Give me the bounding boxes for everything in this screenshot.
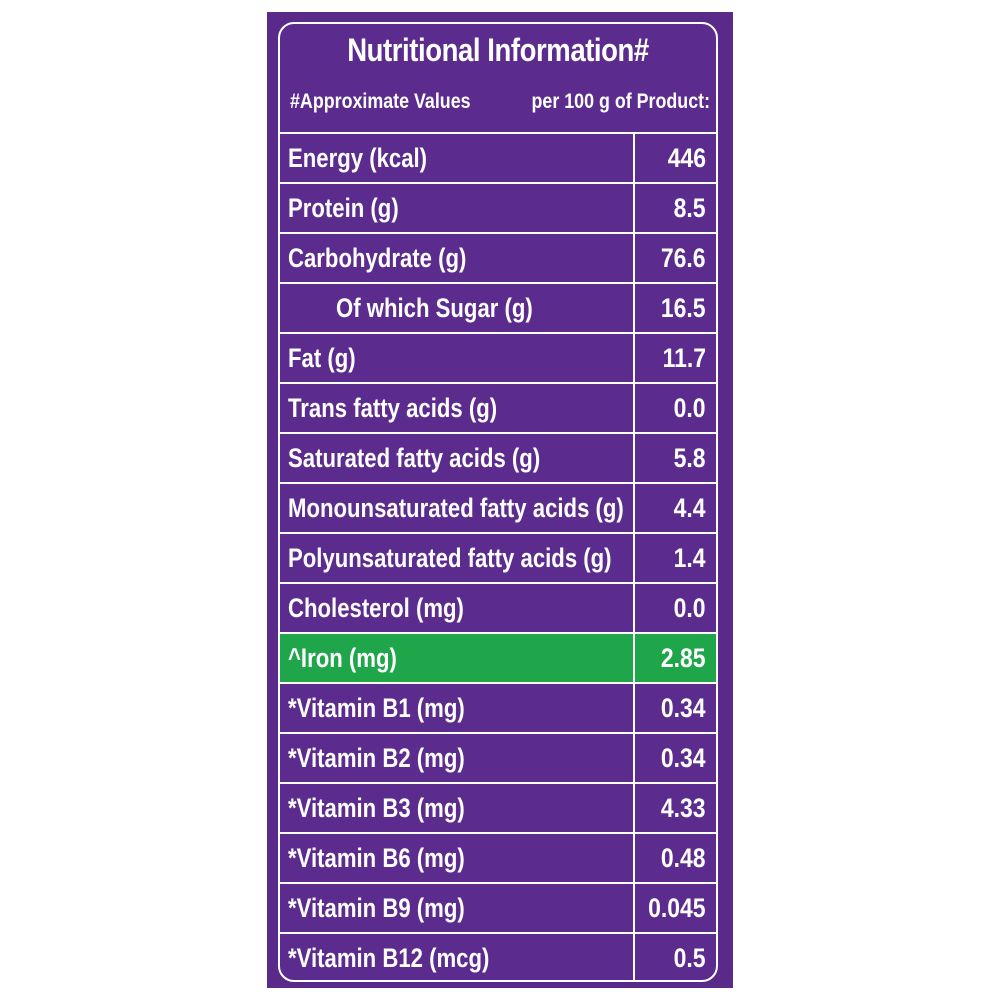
- per-100g-note: per 100 g of Product:: [531, 90, 710, 113]
- nutrient-label: ^Iron (mg): [280, 634, 635, 682]
- table-row-vitamin-b12: *Vitamin B12 (mcg) 0.5: [280, 932, 716, 980]
- table-row-energy: Energy (kcal) 446: [280, 132, 716, 182]
- nutrient-value: 0.48: [661, 842, 706, 873]
- nutrient-value: 0.5: [674, 942, 706, 973]
- nutrition-table: Energy (kcal) 446 Protein (g) 8.5 Carboh…: [280, 132, 716, 980]
- table-row-saturated-fat: Saturated fatty acids (g) 5.8: [280, 432, 716, 482]
- table-row-vitamin-b9: *Vitamin B9 (mg) 0.045: [280, 882, 716, 932]
- nutrient-value: 2.85: [661, 642, 706, 673]
- nutrient-label: Saturated fatty acids (g): [280, 434, 635, 482]
- nutrient-label: Carbohydrate (g): [280, 234, 635, 282]
- nutrient-value: 0.34: [661, 692, 706, 723]
- subheader-row: #Approximate Values per 100 g of Product…: [280, 90, 716, 124]
- nutrient-value: 0.34: [661, 742, 706, 773]
- nutrient-value: 446: [667, 142, 706, 173]
- nutrient-value: 16.5: [661, 292, 706, 323]
- nutrient-label: Trans fatty acids (g): [280, 384, 635, 432]
- nutrient-label: Fat (g): [280, 334, 635, 382]
- table-row-cholesterol: Cholesterol (mg) 0.0: [280, 582, 716, 632]
- nutrient-value: 8.5: [674, 192, 706, 223]
- nutrient-value: 5.8: [674, 442, 706, 473]
- table-row-trans-fat: Trans fatty acids (g) 0.0: [280, 382, 716, 432]
- nutrient-label: Of which Sugar (g): [280, 284, 635, 332]
- nutrient-label: *Vitamin B3 (mg): [280, 784, 635, 832]
- table-row-monounsaturated-fat: Monounsaturated fatty acids (g) 4.4: [280, 482, 716, 532]
- table-row-vitamin-b3: *Vitamin B3 (mg) 4.33: [280, 782, 716, 832]
- table-row-vitamin-b6: *Vitamin B6 (mg) 0.48: [280, 832, 716, 882]
- nutrient-label: Protein (g): [280, 184, 635, 232]
- table-row-vitamin-b1: *Vitamin B1 (mg) 0.34: [280, 682, 716, 732]
- table-row-carbohydrate: Carbohydrate (g) 76.6: [280, 232, 716, 282]
- nutrient-value: 0.0: [674, 592, 706, 623]
- table-row-sugar: Of which Sugar (g) 16.5: [280, 282, 716, 332]
- nutrient-value: 76.6: [661, 242, 706, 273]
- nutrient-label: Polyunsaturated fatty acids (g): [280, 534, 635, 582]
- nutrition-panel: Nutritional Information# #Approximate Va…: [278, 22, 718, 982]
- approximate-values-note: #Approximate Values: [290, 90, 471, 113]
- table-row-iron-highlight: ^Iron (mg) 2.85: [280, 632, 716, 682]
- nutrient-value: 1.4: [674, 542, 706, 573]
- nutrient-value: 4.4: [674, 492, 706, 523]
- nutrient-label: Cholesterol (mg): [280, 584, 635, 632]
- nutrient-label: Monounsaturated fatty acids (g): [280, 484, 635, 532]
- nutrient-label: *Vitamin B12 (mcg): [280, 934, 635, 980]
- table-row-protein: Protein (g) 8.5: [280, 182, 716, 232]
- nutrient-label: *Vitamin B2 (mg): [280, 734, 635, 782]
- panel-title: Nutritional Information#: [347, 32, 649, 68]
- table-row-polyunsaturated-fat: Polyunsaturated fatty acids (g) 1.4: [280, 532, 716, 582]
- nutrient-label: *Vitamin B9 (mg): [280, 884, 635, 932]
- nutrient-value: 11.7: [662, 342, 706, 373]
- nutrient-label: *Vitamin B6 (mg): [280, 834, 635, 882]
- table-row-fat: Fat (g) 11.7: [280, 332, 716, 382]
- nutrient-value: 4.33: [661, 792, 706, 823]
- nutrient-value: 0.045: [648, 892, 706, 923]
- table-row-vitamin-b2: *Vitamin B2 (mg) 0.34: [280, 732, 716, 782]
- nutrient-label: *Vitamin B1 (mg): [280, 684, 635, 732]
- nutrient-label: Energy (kcal): [280, 134, 635, 182]
- nutrient-value: 0.0: [674, 392, 706, 423]
